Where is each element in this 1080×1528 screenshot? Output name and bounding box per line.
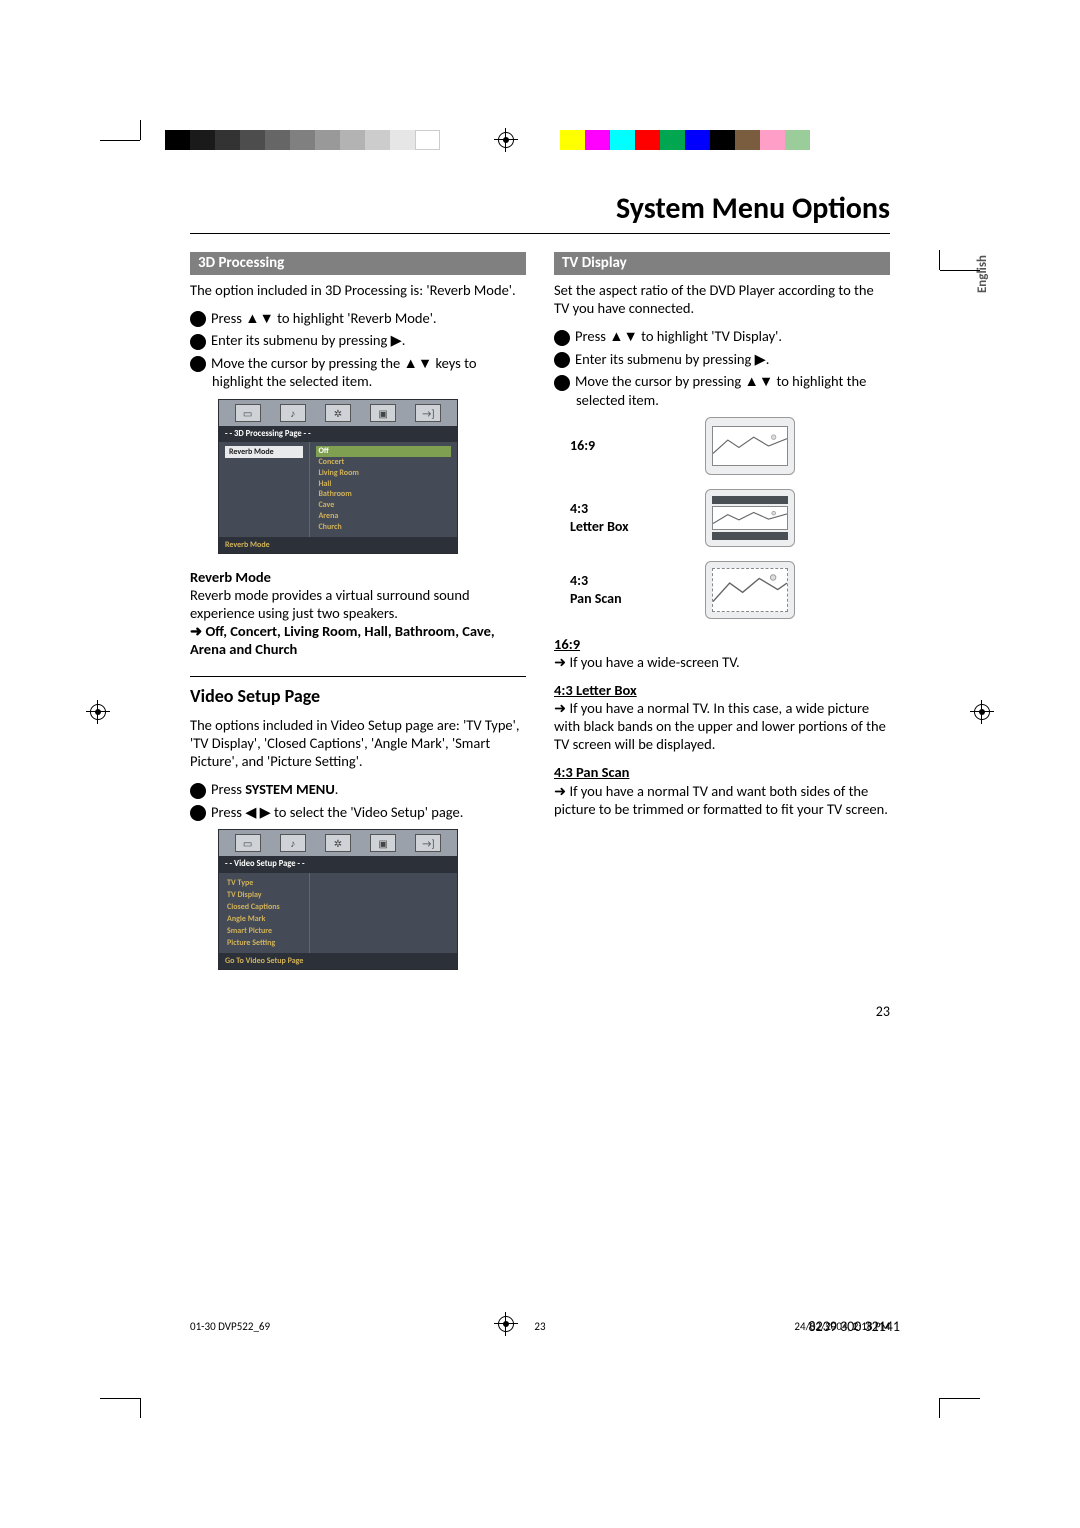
osd-option: Hall: [316, 479, 451, 490]
tv-diagram-letterbox: [705, 489, 795, 547]
osd-menu-item: Angle Mark: [225, 913, 303, 925]
osd-left-item: Reverb Mode: [225, 446, 303, 458]
osd-menu-item: TV Type: [225, 877, 303, 889]
osd-menu-item: TV Display: [225, 889, 303, 901]
osd-option: Arena: [316, 511, 451, 522]
osd-footer: Reverb Mode: [219, 537, 457, 553]
osd-tab-icon: ▣: [370, 834, 396, 852]
osd-menu-item: Closed Captions: [225, 901, 303, 913]
step-bullet-icon: 3: [554, 375, 570, 391]
osd-menu-list: TV TypeTV DisplayClosed CaptionsAngle Ma…: [219, 873, 309, 953]
osd-footer: Go To Video Setup Page: [219, 953, 457, 969]
step-item: 1Press ▲▼ to highlight 'TV Display'.: [554, 327, 890, 346]
osd-tab-icon: ✲: [325, 834, 351, 852]
osd-title: - - Video Setup Page - -: [219, 856, 457, 873]
body-text: The option included in 3D Processing is:…: [190, 281, 526, 299]
section-heading: 3D Processing: [190, 252, 526, 275]
step-item: 1Press ▲▼ to highlight 'Reverb Mode'.: [190, 309, 526, 328]
aspect-label: 16:9: [570, 437, 690, 455]
step-item: 2Press ◀ ▶ to select the 'Video Setup' p…: [190, 803, 526, 822]
osd-options: OffConcertLiving RoomHallBathroomCaveAre…: [309, 442, 457, 536]
osd-tab-icon: →]: [415, 404, 441, 422]
osd-screenshot-3d: ▭ ♪ ✲ ▣ →] - - 3D Processing Page - - Re…: [218, 399, 458, 554]
body-text: Set the aspect ratio of the DVD Player a…: [554, 281, 890, 317]
printer-marks-top: [0, 130, 1080, 190]
step-bullet-icon: 1: [190, 783, 206, 799]
osd-option: Church: [316, 522, 451, 533]
grayscale-bar: [165, 130, 440, 150]
subheading: Reverb Mode: [190, 568, 526, 586]
registration-target-icon: [86, 700, 110, 724]
step-bullet-icon: 3: [190, 356, 206, 372]
osd-option: Concert: [316, 457, 451, 468]
right-column: TV Display Set the aspect ratio of the D…: [554, 252, 890, 984]
step-item: 2Enter its submenu by pressing ▶.: [554, 350, 890, 369]
osd-tab-icon: ♪: [280, 404, 306, 422]
osd-icon-row: ▭ ♪ ✲ ▣ →]: [219, 400, 457, 426]
osd-option: Cave: [316, 500, 451, 511]
osd-title: - - 3D Processing Page - -: [219, 426, 457, 443]
body-text: If you have a normal TV. In this case, a…: [554, 699, 890, 753]
step-bullet-icon: 2: [190, 334, 206, 350]
section-heading: Video Setup Page: [190, 676, 526, 708]
body-text: The options included in Video Setup page…: [190, 716, 526, 770]
step-bullet-icon: 2: [554, 352, 570, 368]
osd-menu-item: Picture Setting: [225, 937, 303, 949]
subheading: 16:9: [554, 635, 890, 653]
step-bullet-icon: 1: [554, 330, 570, 346]
tv-diagram-panscan: [705, 561, 795, 619]
osd-screenshot-video: ▭ ♪ ✲ ▣ →] - - Video Setup Page - - TV T…: [218, 829, 458, 970]
color-bar: [560, 130, 810, 150]
osd-tab-icon: ✲: [325, 404, 351, 422]
osd-option: Bathroom: [316, 489, 451, 500]
osd-tab-icon: ♪: [280, 834, 306, 852]
registration-target-icon: [494, 1312, 518, 1336]
body-text: Reverb mode provides a virtual surround …: [190, 586, 526, 622]
section-heading: TV Display: [554, 252, 890, 275]
registration-target-icon: [970, 700, 994, 724]
aspect-ratio-table: 16:9 4:3 Letter Box: [570, 417, 890, 619]
step-item: 3Move the cursor by pressing the ▲▼ keys…: [190, 354, 526, 391]
step-item: 3Move the cursor by pressing ▲▼ to highl…: [554, 372, 890, 409]
footer-filename: 01-30 DVP522_69: [190, 1320, 270, 1333]
step-bullet-icon: 2: [190, 805, 206, 821]
footer-code: 8239 300 32141: [809, 1318, 900, 1335]
subheading: 4:3 Letter Box: [554, 681, 890, 699]
page-title: System Menu Options: [190, 190, 890, 234]
osd-icon-row: ▭ ♪ ✲ ▣ →]: [219, 830, 457, 856]
options-list: Off, Concert, Living Room, Hall, Bathroo…: [190, 622, 526, 658]
page-number: 23: [876, 1003, 890, 1020]
osd-option: Living Room: [316, 468, 451, 479]
osd-option: Off: [316, 446, 451, 457]
osd-tab-icon: ▭: [235, 834, 261, 852]
step-bullet-icon: 1: [190, 311, 206, 327]
osd-tab-icon: →]: [415, 834, 441, 852]
osd-tab-icon: ▭: [235, 404, 261, 422]
subheading: 4:3 Pan Scan: [554, 763, 890, 781]
step-item: 2Enter its submenu by pressing ▶.: [190, 331, 526, 350]
body-text: If you have a normal TV and want both si…: [554, 782, 890, 818]
step-item: 1Press SYSTEM MENU.: [190, 780, 526, 799]
language-tab: English: [975, 255, 990, 293]
footer-page: 23: [534, 1320, 545, 1333]
osd-menu-item: Smart Picture: [225, 925, 303, 937]
left-column: 3D Processing The option included in 3D …: [190, 252, 526, 984]
page-content: System Menu Options 3D Processing The op…: [190, 190, 890, 984]
aspect-label: 4:3 Pan Scan: [570, 572, 690, 607]
body-text: If you have a wide-screen TV.: [554, 653, 890, 671]
registration-target-icon: [494, 128, 518, 152]
osd-tab-icon: ▣: [370, 404, 396, 422]
aspect-label: 4:3 Letter Box: [570, 500, 690, 535]
tv-diagram-169: [705, 417, 795, 475]
